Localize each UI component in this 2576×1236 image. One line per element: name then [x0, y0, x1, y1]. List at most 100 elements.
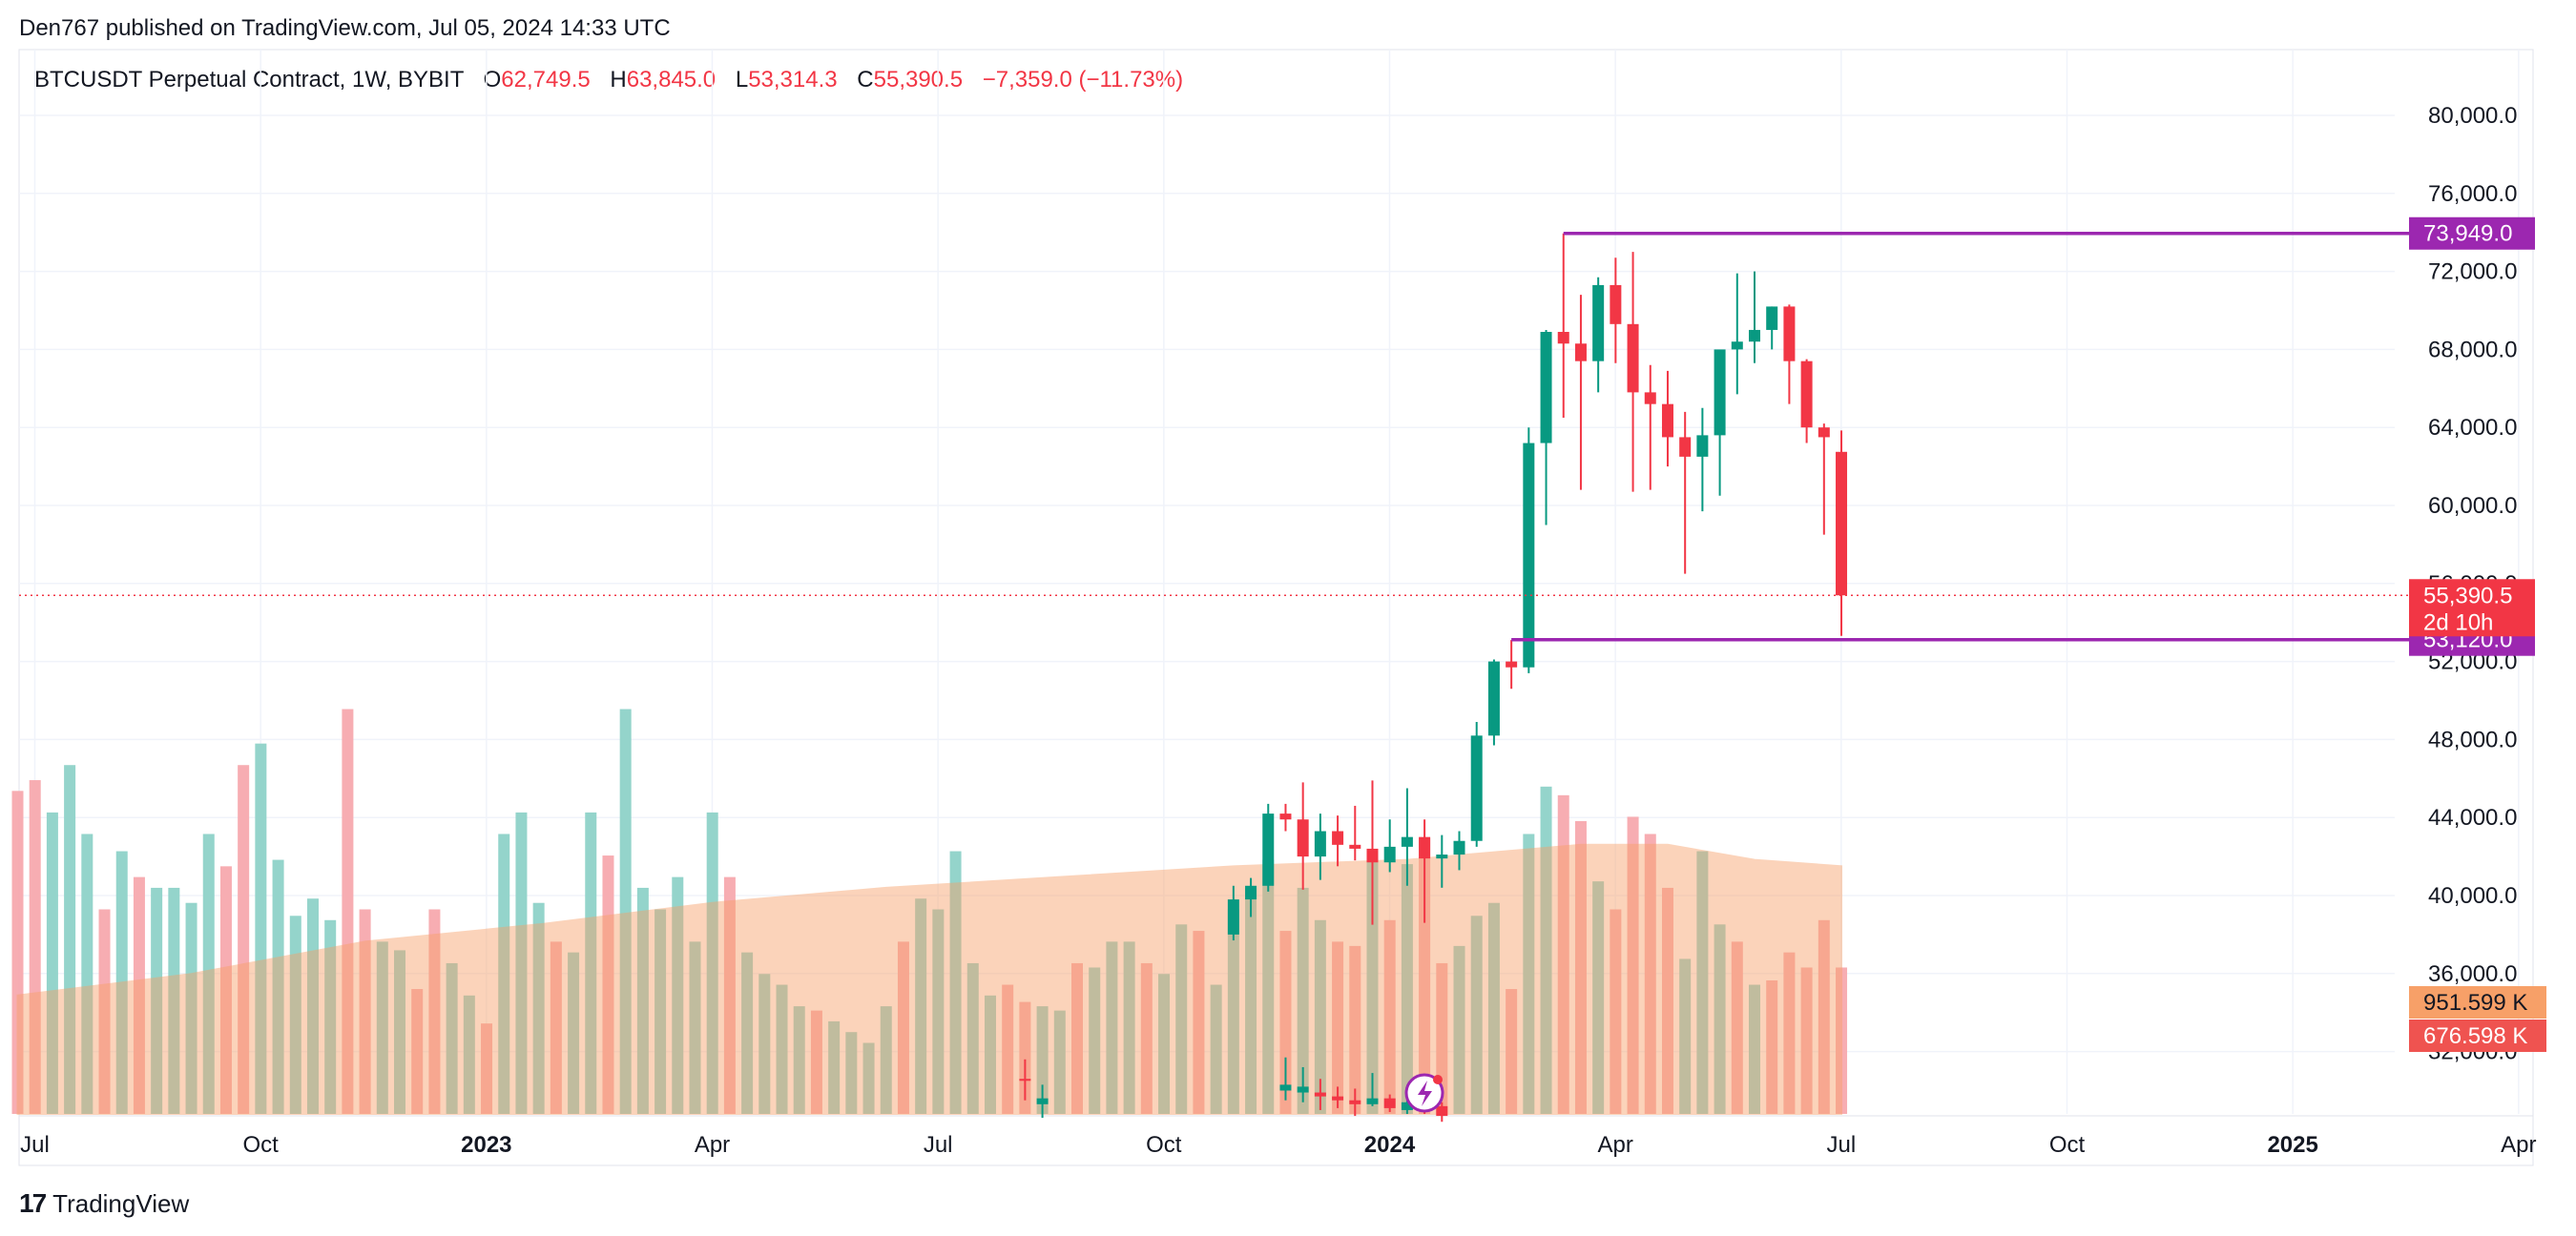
volume-bar — [1089, 967, 1101, 1114]
candle[interactable] — [1332, 1096, 1344, 1101]
volume-bar — [1679, 958, 1692, 1114]
volume-bar — [1610, 909, 1622, 1114]
volume-bar — [1696, 851, 1709, 1114]
candle[interactable] — [1766, 306, 1778, 330]
volume-bar — [1366, 859, 1379, 1114]
legend-close-value: 55,390.5 — [873, 67, 964, 93]
y-tick-label: 36,000.0 — [2428, 961, 2517, 987]
candle[interactable] — [1349, 844, 1361, 849]
volume-bar — [98, 909, 111, 1114]
candle[interactable] — [1523, 443, 1535, 668]
volume-bar — [1175, 924, 1188, 1114]
volume-bar — [1714, 924, 1726, 1114]
candle[interactable] — [1818, 427, 1830, 438]
candle[interactable] — [1714, 349, 1726, 436]
legend-high-value: 63,845.0 — [626, 67, 717, 93]
legend-symbol[interactable]: BTCUSDT Perpetual Contract, 1W, BYBIT — [34, 67, 464, 93]
volume-bar — [1002, 984, 1014, 1114]
candle[interactable] — [1540, 331, 1552, 443]
volume-bar — [1071, 962, 1084, 1114]
legend-low-value: 53,314.3 — [748, 67, 838, 93]
volume-bar — [1783, 952, 1796, 1114]
candle[interactable] — [1592, 284, 1605, 361]
candle[interactable] — [1800, 360, 1813, 428]
volume-bar — [29, 780, 41, 1114]
candle[interactable] — [1019, 1079, 1031, 1082]
candle[interactable] — [1627, 323, 1639, 393]
tradingview-logo[interactable]: 17 TradingView — [19, 1188, 189, 1219]
volume-ma-label: 951.599 K — [2423, 990, 2527, 1016]
volume-bar — [568, 952, 580, 1114]
x-tick-label: Jul — [1826, 1132, 1856, 1158]
candle[interactable] — [1436, 1105, 1448, 1117]
publisher-credit: Den767 published on TradingView.com, Jul… — [19, 15, 671, 41]
candle[interactable] — [1401, 836, 1413, 847]
candle[interactable] — [1279, 814, 1292, 820]
x-tick-label: 2025 — [2267, 1132, 2317, 1158]
volume-bar — [1766, 980, 1778, 1114]
candle[interactable] — [1314, 831, 1326, 857]
candle[interactable] — [1366, 1098, 1379, 1104]
candle[interactable] — [1644, 392, 1656, 404]
candle[interactable] — [1383, 1098, 1396, 1108]
candle[interactable] — [1610, 284, 1622, 324]
candle[interactable] — [1297, 819, 1309, 857]
volume-bar — [255, 743, 267, 1114]
candle[interactable] — [1557, 331, 1569, 344]
candle[interactable] — [1506, 661, 1518, 668]
candle[interactable] — [1487, 661, 1500, 736]
volume-bar — [1627, 816, 1639, 1114]
volume-bar — [654, 909, 667, 1114]
candle[interactable] — [1297, 1086, 1309, 1093]
x-tick-label: Jul — [20, 1132, 50, 1158]
candle[interactable] — [1470, 735, 1483, 841]
volume-bar — [1749, 984, 1760, 1114]
volume-bar — [498, 834, 510, 1114]
candle[interactable] — [1349, 1100, 1361, 1104]
volume-bar — [672, 876, 684, 1114]
candle[interactable] — [1314, 1092, 1326, 1097]
volume-ma-tag — [2409, 986, 2546, 1019]
candle[interactable] — [1366, 848, 1379, 863]
candle[interactable] — [1749, 329, 1760, 342]
volume-bar — [845, 1032, 858, 1114]
volume-bar — [238, 765, 250, 1114]
volume-bar — [758, 974, 771, 1114]
volume-bar — [376, 941, 388, 1114]
candle[interactable] — [1783, 306, 1796, 361]
volume-bar — [532, 902, 545, 1114]
candle[interactable] — [1036, 1098, 1049, 1104]
candle[interactable] — [1245, 885, 1257, 900]
volume-bar — [1818, 919, 1830, 1114]
candle[interactable] — [1731, 341, 1743, 350]
volume-bar — [289, 916, 301, 1114]
volume-ma-area — [16, 843, 1843, 1115]
volume-bar — [1279, 931, 1292, 1114]
volume-bar — [1140, 962, 1153, 1114]
candle[interactable] — [1332, 831, 1344, 845]
candle[interactable] — [1661, 403, 1673, 438]
candle[interactable] — [1227, 899, 1239, 935]
volume-bar — [949, 851, 962, 1114]
volume-bar — [1487, 902, 1500, 1114]
candle[interactable] — [1401, 1102, 1413, 1110]
lightning-bolt-icon — [1418, 1081, 1432, 1106]
candle[interactable] — [1679, 437, 1692, 457]
candle[interactable] — [1262, 814, 1275, 886]
candle[interactable] — [1574, 343, 1587, 361]
candle[interactable] — [1383, 846, 1396, 863]
volume-bar — [306, 898, 319, 1114]
candle[interactable] — [1279, 1084, 1292, 1091]
candle[interactable] — [1453, 840, 1465, 855]
volume-bar — [1332, 941, 1344, 1114]
volume-bar — [984, 995, 996, 1114]
volume-bar — [151, 887, 163, 1114]
candle[interactable] — [1419, 836, 1431, 859]
candle[interactable] — [1696, 435, 1709, 457]
volume-bar — [1592, 881, 1605, 1114]
candle[interactable] — [1836, 451, 1848, 596]
candle[interactable] — [1436, 855, 1448, 859]
legend-high-label: H — [610, 67, 627, 93]
volume-bar — [862, 1042, 875, 1114]
